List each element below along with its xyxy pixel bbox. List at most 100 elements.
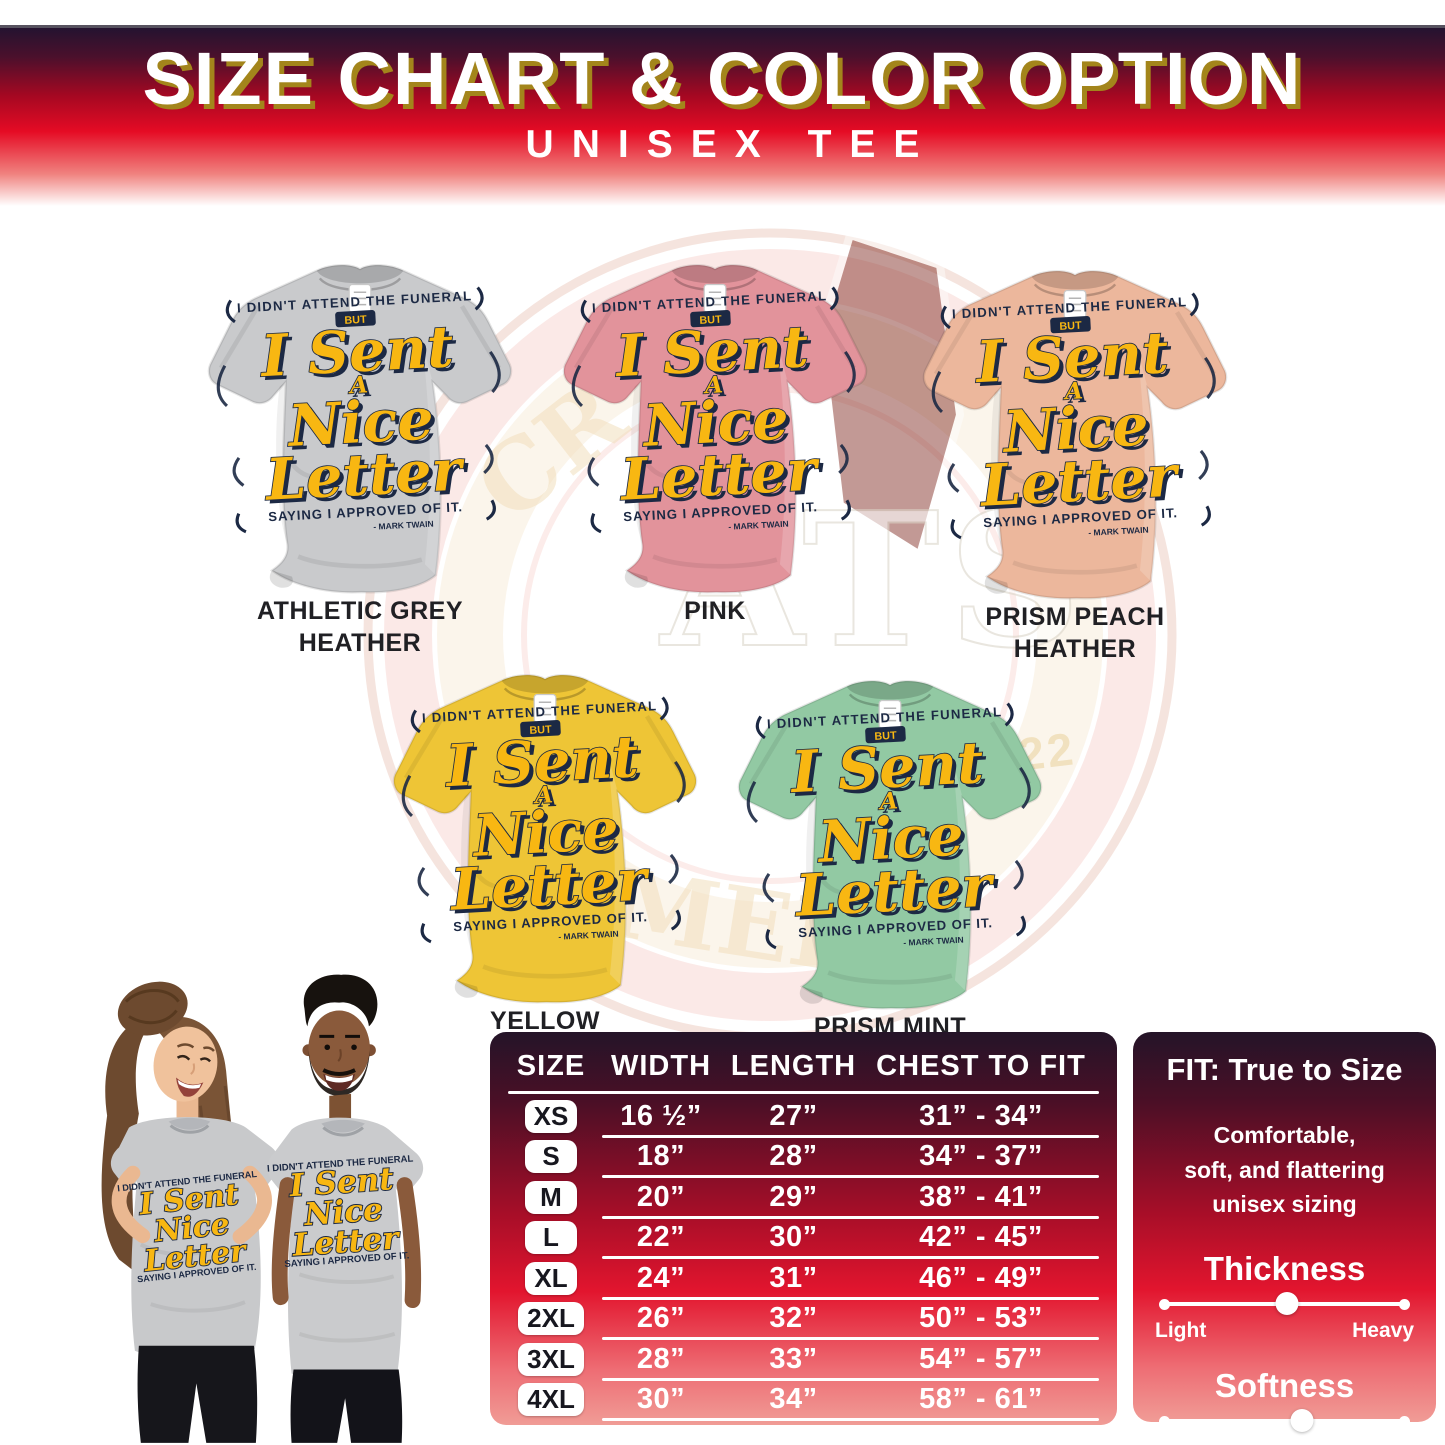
woman-pants <box>137 1345 258 1443</box>
size-badge: S <box>525 1140 577 1174</box>
length-cell: 31” <box>769 1261 818 1294</box>
length-cell: 34” <box>769 1383 818 1416</box>
color-label: PRISM PEACH HEATHER <box>985 602 1165 664</box>
softness-max-dot <box>1399 1415 1410 1427</box>
row-divider <box>602 1215 1099 1219</box>
row-divider <box>602 1296 1099 1300</box>
chest-cell: 50” - 53” <box>919 1302 1043 1335</box>
length-cell: 28” <box>769 1140 818 1173</box>
col-header-width: WIDTH <box>610 1049 712 1082</box>
color-label: ATHLETIC GREY HEATHER <box>256 596 464 658</box>
col-header-length: LENGTH <box>730 1049 857 1082</box>
softness-track <box>1163 1418 1406 1423</box>
size-badge: XS <box>524 1099 578 1133</box>
softness-min-label: Rough <box>1155 1436 1221 1445</box>
thickness-max-label: Heavy <box>1352 1318 1414 1342</box>
header-banner: SIZE CHART & COLOR OPTION UNISEX TEE <box>0 25 1445 206</box>
table-row: 3XL 28” 33” 54” - 57” <box>506 1339 1101 1381</box>
width-cell: 24” <box>636 1261 686 1294</box>
width-cell: 22” <box>636 1221 686 1254</box>
size-badge: 3XL <box>518 1342 584 1376</box>
shirt-image-athletic-grey <box>190 232 530 603</box>
table-row: 2XL 26” 32” 50” - 53” <box>506 1299 1101 1340</box>
table-row: 4XL 30” 34” 58” - 61” <box>506 1380 1101 1421</box>
size-chart-table: SIZE WIDTH LENGTH CHEST TO FIT XS 16 ½” … <box>490 1032 1117 1425</box>
shirt-card-athletic-grey: ATHLETIC GREY HEATHER <box>190 232 530 660</box>
shirt-card-yellow: YELLOW <box>375 642 715 1037</box>
thickness-knob[interactable] <box>1275 1291 1299 1315</box>
table-row: XS 16 ½” 27” 31” - 34” <box>506 1096 1101 1138</box>
length-cell: 33” <box>769 1342 818 1375</box>
chest-cell: 34” - 37” <box>919 1140 1043 1173</box>
shirt-image-prism-mint <box>720 648 1060 1019</box>
softness-slider[interactable] <box>1157 1408 1412 1433</box>
color-label: YELLOW <box>490 1006 600 1035</box>
thickness-max-dot <box>1399 1298 1410 1310</box>
table-row: M 20” 29” 38” - 41” <box>506 1177 1101 1219</box>
man-pants <box>290 1369 403 1443</box>
softness-max-label: Soft <box>1373 1436 1414 1445</box>
size-badge: 2XL <box>518 1302 584 1336</box>
softness-min-dot <box>1159 1415 1170 1427</box>
col-header-chest: CHEST TO FIT <box>876 1049 1086 1082</box>
size-badge: XL <box>525 1261 577 1295</box>
width-cell: 18” <box>636 1140 686 1173</box>
chest-cell: 42” - 45” <box>919 1221 1043 1254</box>
row-divider <box>602 1418 1099 1421</box>
width-cell: 26” <box>636 1302 686 1335</box>
header-divider <box>508 1091 1099 1094</box>
shirt-image-pink <box>545 232 885 603</box>
col-header-size: SIZE <box>516 1049 586 1082</box>
width-cell: 30” <box>636 1383 686 1416</box>
table-header-row: SIZE WIDTH LENGTH CHEST TO FIT <box>506 1044 1101 1088</box>
fit-description-line: unisex sizing <box>1212 1191 1357 1217</box>
table-row: S 18” 28” 34” - 37” <box>506 1137 1101 1178</box>
shirt-card-prism-mint: PRISM MINT HEATHER <box>720 648 1060 1076</box>
page-title: SIZE CHART & COLOR OPTION <box>142 37 1303 120</box>
chest-cell: 58” - 61” <box>919 1383 1043 1416</box>
shirt-card-prism-peach: PRISM PEACH HEATHER <box>905 238 1245 666</box>
models-photo <box>101 974 424 1443</box>
model-man <box>265 974 424 1443</box>
thickness-min-dot <box>1159 1298 1170 1310</box>
thickness-scale-labels: Light Heavy <box>1153 1319 1416 1343</box>
chest-cell: 54” - 57” <box>919 1342 1043 1375</box>
page-subtitle: UNISEX TEE <box>525 123 938 166</box>
length-cell: 29” <box>769 1180 818 1213</box>
thickness-slider[interactable] <box>1157 1291 1412 1316</box>
softness-scale-labels: Rough Soft <box>1153 1436 1416 1445</box>
width-cell: 20” <box>636 1180 686 1213</box>
fit-description: Comfortable, soft, and flattering unisex… <box>1153 1118 1416 1222</box>
fit-description-line: soft, and flattering <box>1184 1156 1385 1183</box>
row-divider <box>602 1377 1099 1381</box>
size-badge: M <box>525 1180 577 1214</box>
size-badge: 4XL <box>518 1383 584 1417</box>
fit-title: FIT: True to Size <box>1166 1052 1403 1087</box>
row-divider <box>602 1134 1099 1138</box>
fit-info-panel: FIT: True to Size Comfortable, soft, and… <box>1133 1032 1436 1445</box>
row-divider <box>602 1256 1099 1259</box>
shirt-card-pink: PINK <box>545 232 885 627</box>
thickness-min-label: Light <box>1155 1318 1207 1342</box>
table-row: XL 24” 31” 46” - 49” <box>506 1258 1101 1300</box>
fit-description-line: Comfortable, <box>1213 1122 1356 1148</box>
table-row: L 22” 30” 42” - 45” <box>506 1218 1101 1259</box>
softness-knob[interactable] <box>1290 1408 1314 1432</box>
length-cell: 30” <box>769 1221 818 1254</box>
width-cell: 28” <box>636 1342 686 1375</box>
model-woman <box>101 981 280 1443</box>
shirt-image-prism-peach <box>905 238 1245 609</box>
width-cell: 16 ½” <box>620 1099 702 1132</box>
size-badge: L <box>525 1221 577 1255</box>
row-divider <box>602 1175 1099 1178</box>
chest-cell: 31” - 34” <box>919 1099 1043 1132</box>
length-cell: 27” <box>769 1099 818 1132</box>
chest-cell: 46” - 49” <box>919 1261 1043 1294</box>
thickness-label: Thickness <box>1203 1249 1366 1287</box>
length-cell: 32” <box>769 1302 818 1335</box>
softness-label: Softness <box>1214 1366 1355 1404</box>
row-divider <box>602 1337 1099 1340</box>
chest-cell: 38” - 41” <box>919 1180 1043 1213</box>
color-label: PINK <box>684 596 746 625</box>
